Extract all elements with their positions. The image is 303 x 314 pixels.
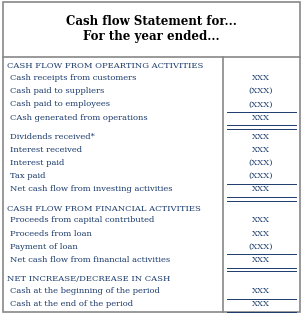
Text: (XXX): (XXX) — [249, 172, 273, 180]
Text: (XXX): (XXX) — [249, 87, 273, 95]
Text: XXX: XXX — [252, 74, 270, 82]
Text: XXX: XXX — [252, 114, 270, 122]
Text: XXX: XXX — [252, 186, 270, 193]
Text: XXX: XXX — [252, 146, 270, 154]
Text: CASH FLOW FROM OPEARTING ACTIVITIES: CASH FLOW FROM OPEARTING ACTIVITIES — [7, 62, 203, 70]
Text: Interest paid: Interest paid — [10, 159, 65, 167]
Text: Interest received: Interest received — [10, 146, 82, 154]
Text: Cash receipts from customers: Cash receipts from customers — [10, 74, 137, 82]
Text: Cash paid to suppliers: Cash paid to suppliers — [10, 87, 105, 95]
Text: Cash flow Statement for...: Cash flow Statement for... — [66, 15, 237, 28]
Text: Tax paid: Tax paid — [10, 172, 46, 180]
Text: XXX: XXX — [252, 256, 270, 264]
Text: XXX: XXX — [252, 133, 270, 141]
Text: CAsh generated from operations: CAsh generated from operations — [10, 114, 148, 122]
Text: Net cash flow from financial activities: Net cash flow from financial activities — [10, 256, 170, 264]
Text: Cash paid to employees: Cash paid to employees — [10, 100, 110, 108]
Text: Net cash flow from investing activities: Net cash flow from investing activities — [10, 186, 173, 193]
Text: (XXX): (XXX) — [249, 159, 273, 167]
Text: (XXX): (XXX) — [249, 100, 273, 108]
Text: XXX: XXX — [252, 287, 270, 295]
Text: XXX: XXX — [252, 300, 270, 308]
Text: Cash at the beginning of the period: Cash at the beginning of the period — [10, 287, 160, 295]
Text: For the year ended...: For the year ended... — [83, 30, 220, 43]
Text: NET INCREASE/DECREASE IN CASH: NET INCREASE/DECREASE IN CASH — [7, 275, 170, 283]
Text: Proceeds from capital contributed: Proceeds from capital contributed — [10, 216, 155, 225]
Text: XXX: XXX — [252, 230, 270, 238]
Text: Cash at the end of the period: Cash at the end of the period — [10, 300, 133, 308]
Text: Dividends received*: Dividends received* — [10, 133, 95, 141]
Text: Proceeds from loan: Proceeds from loan — [10, 230, 92, 238]
Text: XXX: XXX — [252, 216, 270, 225]
Text: Payment of loan: Payment of loan — [10, 243, 78, 251]
Text: (XXX): (XXX) — [249, 243, 273, 251]
Text: CASH FLOW FROM FINANCIAL ACTIVITIES: CASH FLOW FROM FINANCIAL ACTIVITIES — [7, 205, 201, 213]
